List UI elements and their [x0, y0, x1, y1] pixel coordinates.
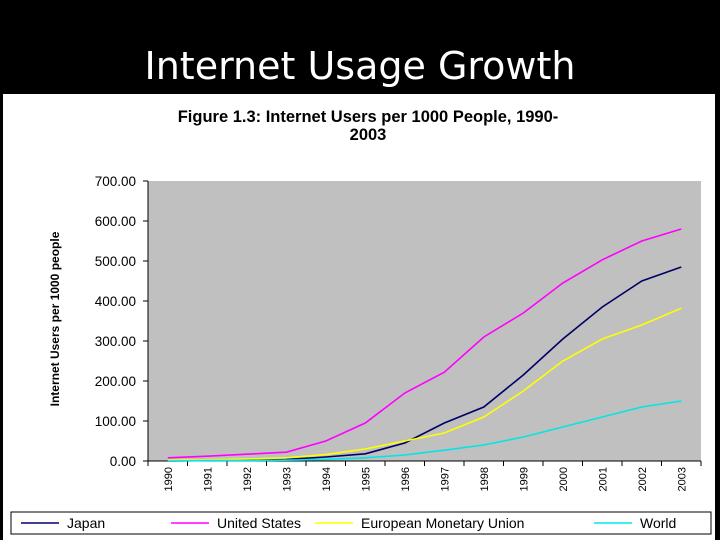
legend-box	[10, 511, 712, 535]
legend-label-japan: Japan	[67, 515, 105, 531]
x-tick-label: 2003	[676, 467, 688, 491]
y-tick-label: 200.00	[95, 374, 136, 389]
chart-figure: Figure 1.3: Internet Users per 1000 Peop…	[3, 94, 715, 540]
legend-label-united-states: United States	[217, 515, 301, 531]
series-line-world	[167, 400, 682, 462]
y-tick-label: 0.00	[110, 454, 136, 469]
series-line-european-monetary-union	[167, 307, 682, 461]
x-tick-label: 1991	[202, 467, 214, 491]
y-tick-label: 500.00	[95, 254, 136, 269]
chart-title-line2: 2003	[350, 126, 387, 144]
y-tick-label: 300.00	[95, 334, 136, 349]
y-tick-label: 600.00	[95, 214, 136, 229]
plot-area	[148, 181, 701, 461]
legend: Japan United States European Monetary Unio…	[21, 515, 676, 531]
line-chart: Figure 1.3: Internet Users per 1000 Peop…	[10, 108, 712, 535]
y-axis: 0.00 100.00 200.00 300.00 400.00 500.00 600.00…	[95, 174, 149, 469]
x-tick-label: 1997	[439, 467, 451, 491]
x-tick-label: 1998	[479, 467, 491, 491]
x-tick-label: 1990	[163, 467, 175, 491]
y-tick-label: 400.00	[95, 294, 136, 309]
legend-label-european-monetary-union: European Monetary Union	[361, 515, 524, 531]
y-axis-label: Internet Users per 1000 people	[48, 231, 62, 406]
x-tick-label: 1994	[321, 467, 333, 491]
x-axis: 1990 1991 1992 1993 1994 1995 1996 1997 1998 1999…	[147, 460, 702, 491]
series-lines	[167, 228, 682, 462]
legend-label-world: World	[640, 515, 676, 531]
y-tick-label: 700.00	[95, 174, 136, 189]
x-tick-label: 1996	[400, 467, 412, 491]
x-tick-label: 1993	[281, 467, 293, 491]
series-line-united-states	[167, 228, 682, 459]
x-tick-label: 1995	[360, 467, 372, 491]
x-tick-label: 1999	[518, 467, 530, 491]
chart-title-line1: Figure 1.3: Internet Users per 1000 Peop…	[178, 108, 559, 126]
slide-title: Internet Usage Growth	[144, 44, 576, 88]
y-tick-label: 100.00	[95, 414, 136, 429]
x-tick-label: 2001	[597, 467, 609, 491]
x-tick-label: 1992	[242, 467, 254, 491]
x-tick-label: 2000	[558, 467, 570, 491]
x-tick-label: 2002	[637, 467, 649, 491]
